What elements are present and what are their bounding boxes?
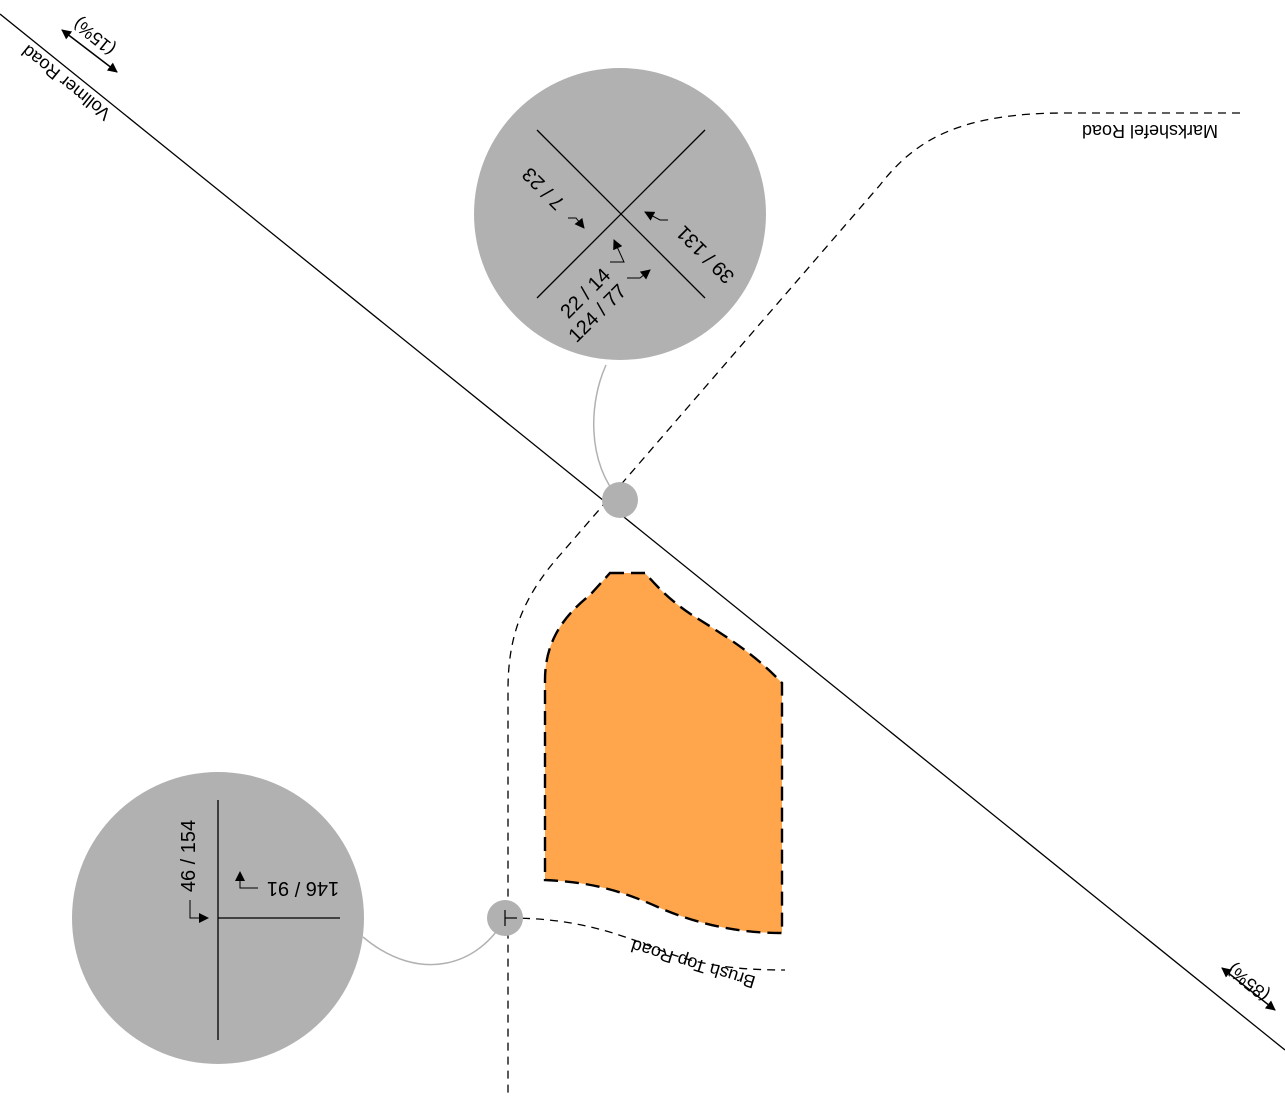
south-connector-line <box>362 917 506 966</box>
south-arrow-2 <box>235 871 258 889</box>
north-arrow-3 <box>610 239 625 263</box>
markshefel-road-label: Markshefel Road <box>1082 121 1218 141</box>
north-bubble-axis-2 <box>536 129 706 299</box>
vollmer-road-line <box>0 13 1285 1051</box>
north-arrow-2 <box>644 211 668 221</box>
brush-top-road-label: Brush Top Road <box>629 935 758 992</box>
distribution-right-label: (85%) <box>1223 960 1273 1006</box>
site-polygon <box>543 571 784 935</box>
north-intersection-marker <box>602 482 638 518</box>
south-movement-a: 46 / 154 <box>178 820 200 892</box>
north-arrow-1 <box>568 217 585 229</box>
brush-top-road-line <box>507 917 786 971</box>
north-bubble <box>474 68 766 360</box>
south-arrow-1 <box>189 900 209 923</box>
distribution-arrow-right <box>1221 967 1276 1011</box>
south-movement-b: 146 / 91 <box>267 877 339 899</box>
dashed-road <box>507 112 1240 1095</box>
north-connector-line <box>592 364 621 501</box>
distribution-left-label: (15%) <box>69 14 119 60</box>
north-arrow-4 <box>627 269 651 280</box>
distribution-arrow-left <box>61 29 118 73</box>
